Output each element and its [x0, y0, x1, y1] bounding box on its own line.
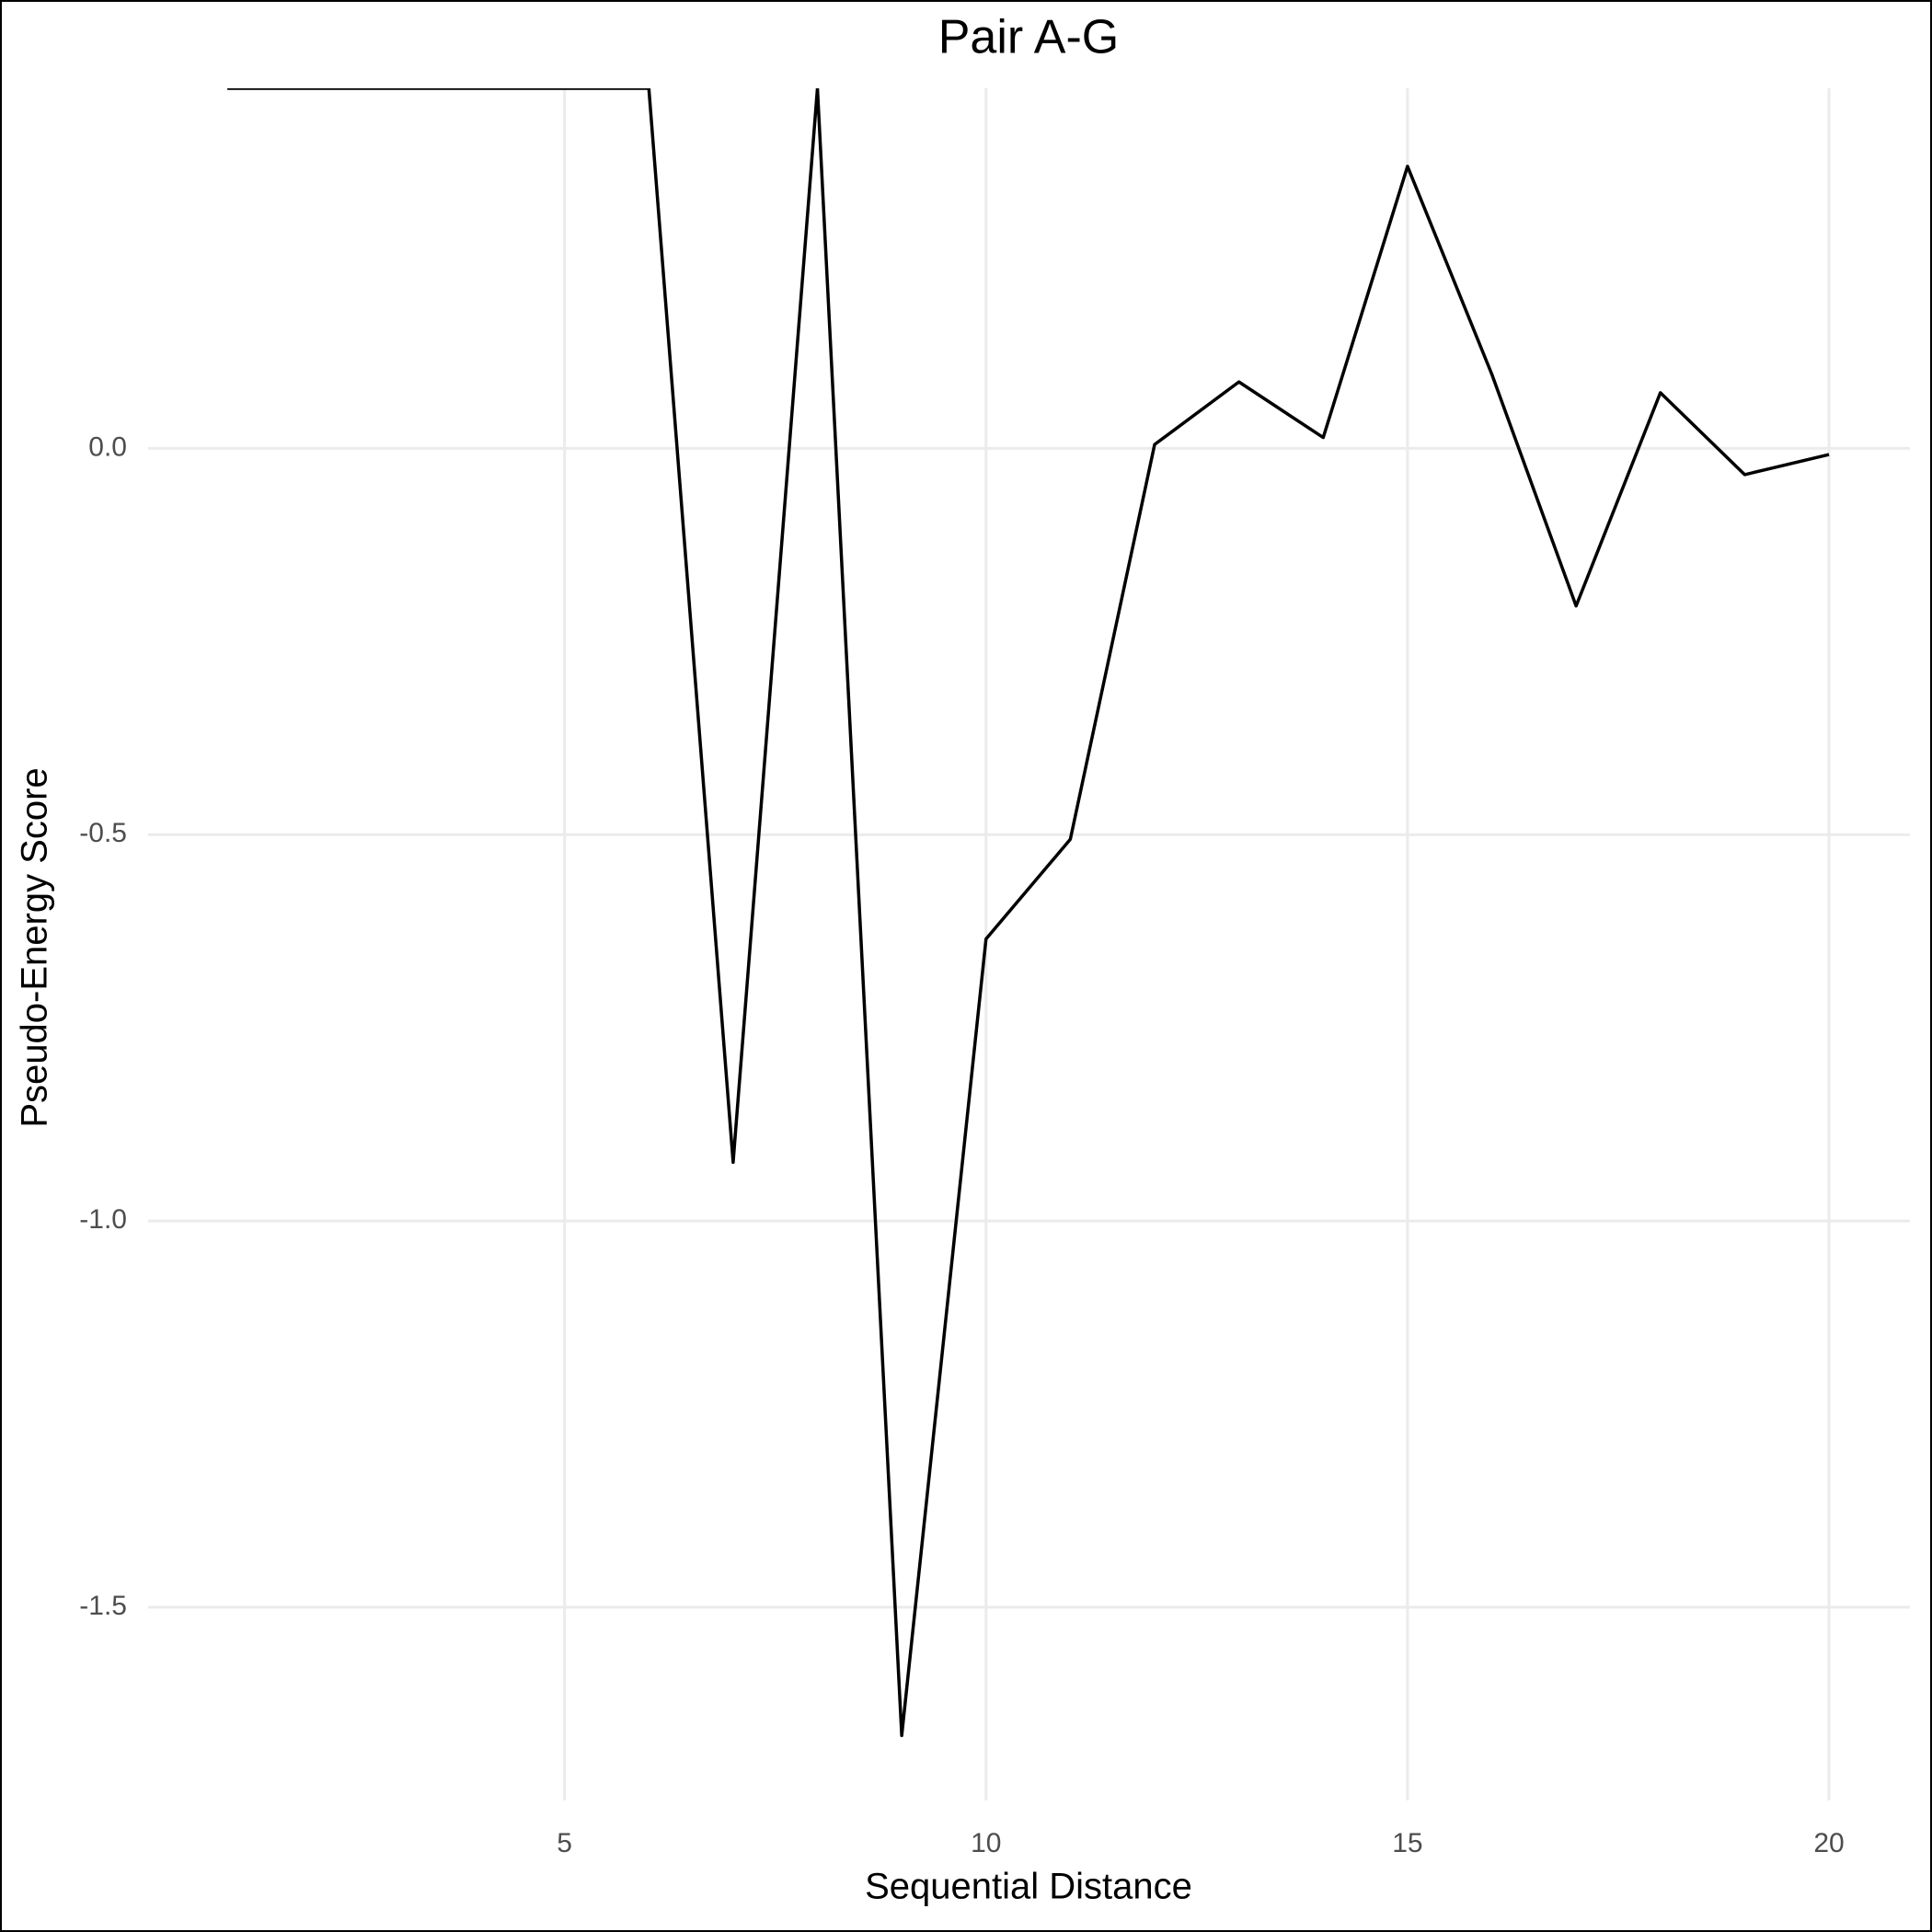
data-line	[227, 88, 1830, 1738]
x-tick-label: 15	[1392, 1828, 1422, 1858]
plot-area	[227, 88, 1830, 1738]
x-tick-label: 20	[1813, 1828, 1844, 1858]
y-tick-label: -1.5	[79, 1591, 127, 1621]
x-axis-title: Sequential Distance	[865, 1867, 1192, 1907]
x-tick-label: 10	[971, 1828, 1001, 1858]
chart-title: Pair A-G	[938, 11, 1120, 64]
y-axis-title: Pseudo-Energy Score	[15, 767, 55, 1127]
x-tick-label: 5	[557, 1828, 572, 1858]
y-tick-label: -0.5	[79, 818, 127, 848]
y-tick-label: 0.0	[88, 431, 127, 462]
y-tick-label: -1.0	[79, 1204, 127, 1235]
